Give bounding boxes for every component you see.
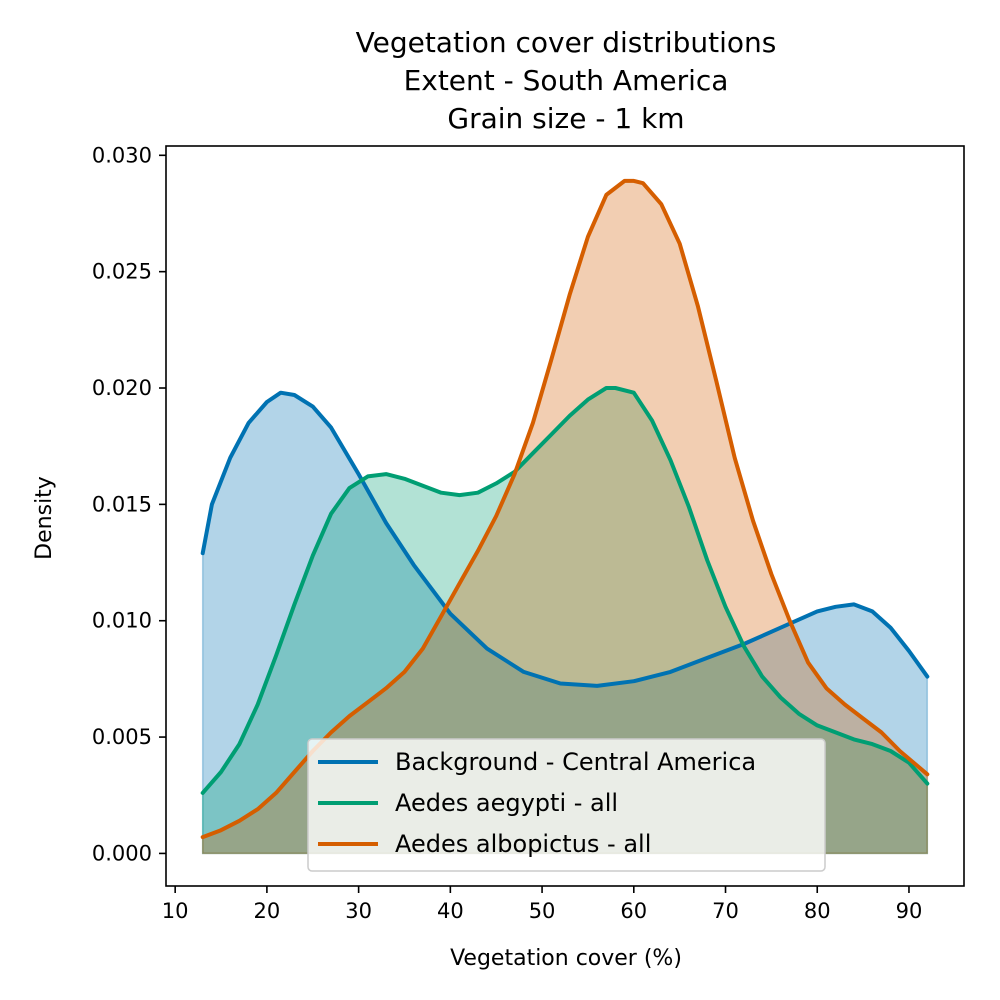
y-tick-label: 0.010 xyxy=(92,609,152,633)
x-tick-label: 80 xyxy=(804,899,831,923)
x-tick-label: 10 xyxy=(162,899,189,923)
legend-label-albopictus: Aedes albopictus - all xyxy=(395,830,651,858)
x-axis-ticks: 10 20 30 40 50 60 70 80 90 xyxy=(162,886,923,923)
legend-label-background: Background - Central America xyxy=(395,748,756,776)
x-tick-label: 60 xyxy=(620,899,647,923)
x-tick-label: 30 xyxy=(345,899,372,923)
x-axis-label: Vegetation cover (%) xyxy=(450,946,682,971)
chart-title-line-3: Grain size - 1 km xyxy=(447,102,684,135)
plot-frame xyxy=(165,145,965,887)
y-tick-label: 0.005 xyxy=(92,725,152,749)
y-tick-label: 0.000 xyxy=(92,841,152,865)
chart-title: Vegetation cover distributions Extent - … xyxy=(356,26,777,135)
y-tick-label: 0.020 xyxy=(92,376,152,400)
y-tick-label: 0.015 xyxy=(92,492,152,516)
y-axis-ticks: 0.000 0.005 0.010 0.015 0.020 0.025 0.030 xyxy=(92,143,166,865)
x-tick-label: 20 xyxy=(254,899,281,923)
chart-title-line-2: Extent - South America xyxy=(404,64,729,97)
x-tick-label: 50 xyxy=(529,899,556,923)
y-tick-label: 0.030 xyxy=(92,143,152,167)
legend-label-aegypti: Aedes aegypti - all xyxy=(395,789,618,817)
x-tick-label: 70 xyxy=(712,899,739,923)
chart-title-line-1: Vegetation cover distributions xyxy=(356,26,777,59)
x-tick-label: 90 xyxy=(896,899,923,923)
legend-box xyxy=(307,738,826,872)
line-aedes-aegypti-all xyxy=(200,386,930,795)
y-tick-label: 0.025 xyxy=(92,260,152,284)
legend: Background - Central America Aedes aegyp… xyxy=(307,738,826,872)
line-background-central-america xyxy=(200,390,930,688)
y-axis-label: Density xyxy=(32,476,57,560)
x-tick-label: 40 xyxy=(437,899,464,923)
